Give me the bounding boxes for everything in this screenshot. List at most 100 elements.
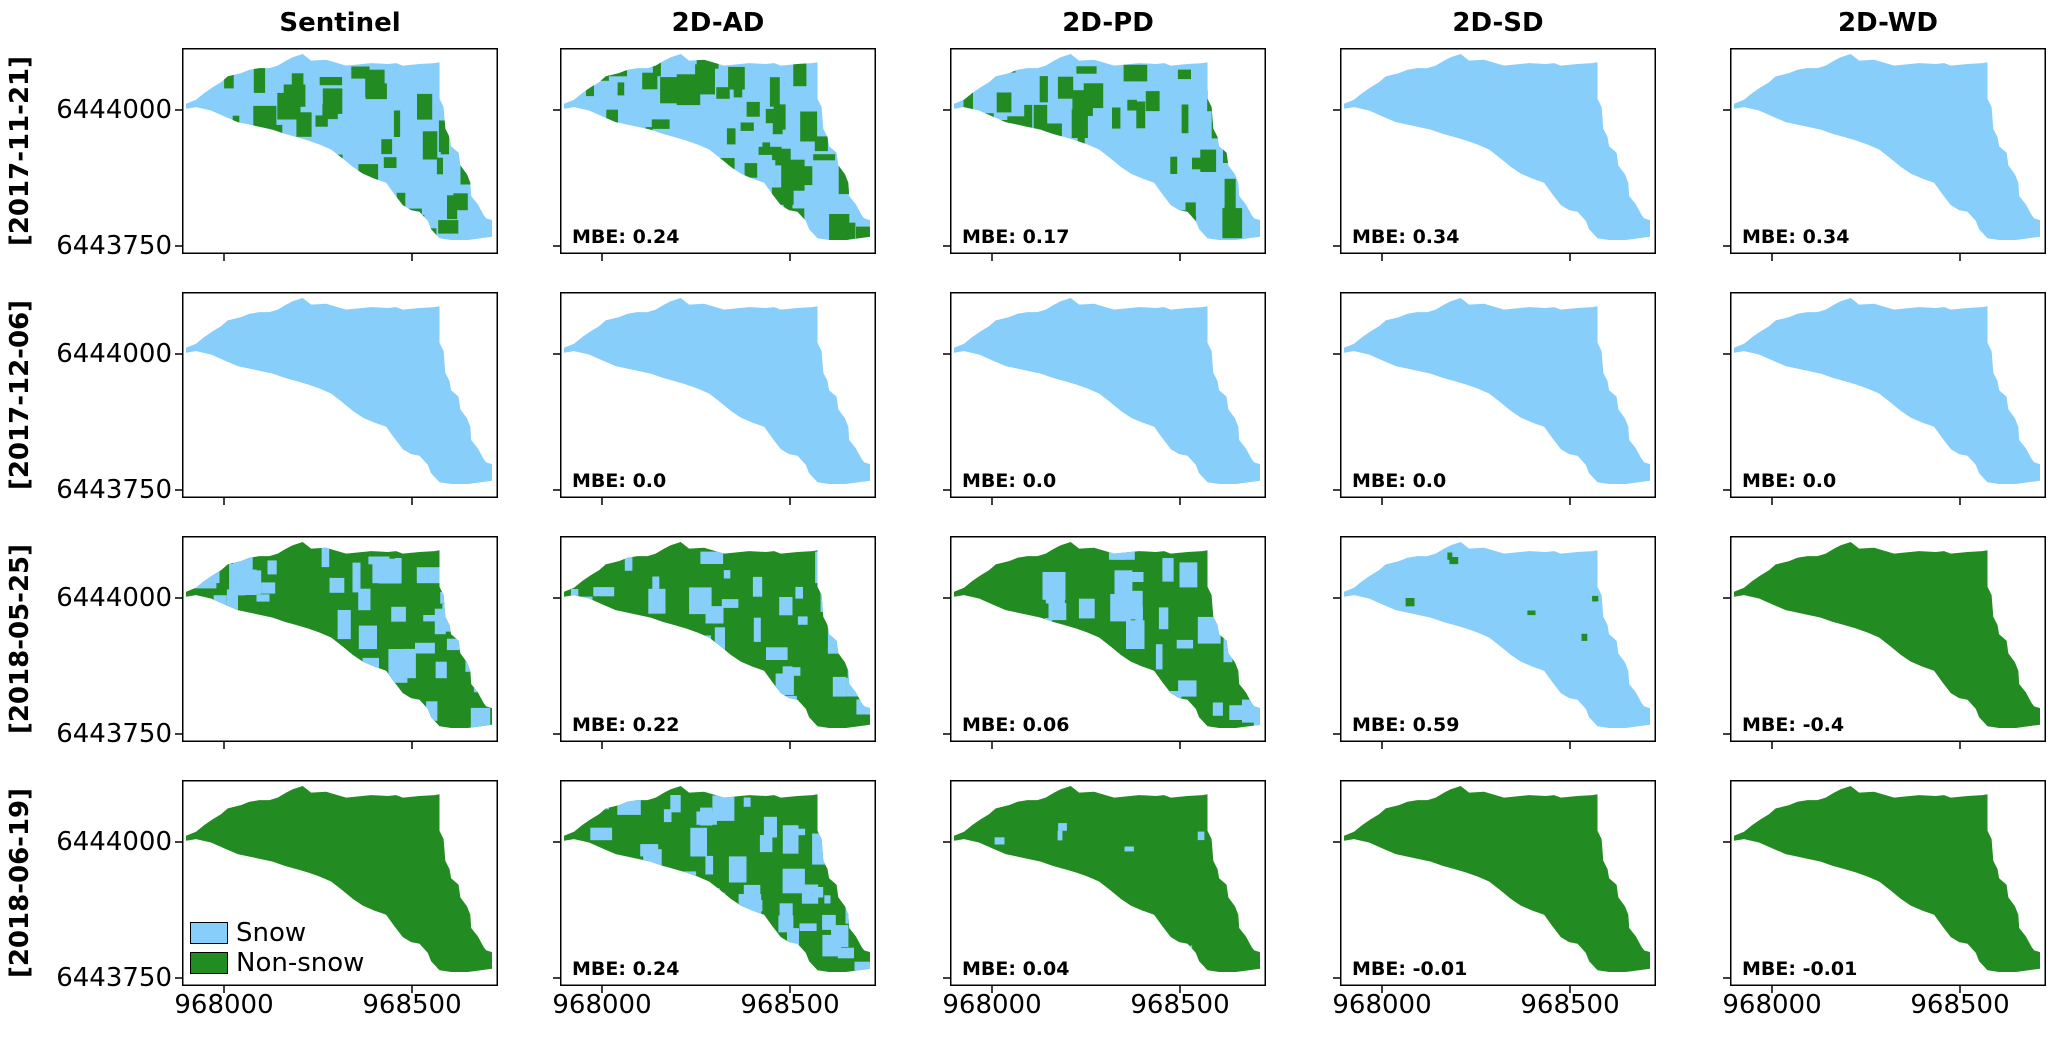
mbe-label: MBE: 0.34 xyxy=(1352,226,1460,248)
basin-area xyxy=(186,786,492,972)
legend-item: Non-snow xyxy=(190,948,364,978)
map-panel: MBE: 0.04 xyxy=(943,780,1266,993)
column-title: Sentinel xyxy=(279,8,401,38)
basin-area xyxy=(1734,54,2040,240)
basin-area xyxy=(186,298,492,484)
column-title: 2D-AD xyxy=(671,8,765,38)
panel-frame xyxy=(1730,292,2046,498)
panel-frame xyxy=(1730,536,2046,742)
legend-label: Snow xyxy=(236,918,307,948)
x-tick-label: 968500 xyxy=(740,990,840,1020)
map-panel: MBE: -0.01 xyxy=(1723,780,2046,993)
map-panel xyxy=(175,48,498,261)
y-tick-label: 6443750 xyxy=(56,719,172,749)
y-tick-label: 6443750 xyxy=(56,963,172,993)
panel-frame xyxy=(1730,48,2046,254)
map-panel-svg xyxy=(175,536,498,749)
mbe-label: MBE: 0.59 xyxy=(1352,714,1460,736)
panel-frame xyxy=(1340,780,1656,986)
row-date-label: [2018-05-25] xyxy=(2,536,38,742)
map-panel: MBE: 0.34 xyxy=(1723,48,2046,261)
panel-frame xyxy=(560,292,876,498)
map-panel-svg xyxy=(1723,292,2046,505)
mbe-label: MBE: 0.17 xyxy=(962,226,1070,248)
map-panel: MBE: 0.24 xyxy=(553,48,876,261)
map-panel-svg xyxy=(553,292,876,505)
map-panel: MBE: 0.34 xyxy=(1333,48,1656,261)
column-title: 2D-PD xyxy=(1062,8,1154,38)
x-tick-label: 968500 xyxy=(362,990,462,1020)
map-panel-svg xyxy=(1723,780,2046,993)
legend-swatch-snow xyxy=(190,922,228,944)
map-panel: MBE: 0.24 xyxy=(553,780,876,993)
map-panel-svg xyxy=(175,780,498,993)
mbe-label: MBE: 0.0 xyxy=(572,470,667,492)
map-panel: MBE: 0.59 xyxy=(1333,536,1656,749)
map-panel: MBE: -0.4 xyxy=(1723,536,2046,749)
row-date-text: [2018-05-25] xyxy=(5,543,36,735)
basin-area xyxy=(954,54,1260,240)
mbe-label: MBE: -0.01 xyxy=(1352,958,1468,980)
mbe-label: MBE: -0.01 xyxy=(1742,958,1858,980)
map-panel: MBE: 0.22 xyxy=(553,536,876,749)
map-panel-svg xyxy=(1723,48,2046,261)
panel-frame xyxy=(560,780,876,986)
map-panel-svg xyxy=(1333,292,1656,505)
panel-frame xyxy=(1340,292,1656,498)
map-panel-svg xyxy=(943,536,1266,749)
map-panel-svg xyxy=(175,48,498,261)
basin-area xyxy=(1344,298,1650,484)
row-date-label: [2017-12-06] xyxy=(2,292,38,498)
map-panel-svg xyxy=(1333,536,1656,749)
map-panel-svg xyxy=(943,48,1266,261)
map-panel: MBE: 0.0 xyxy=(1333,292,1656,505)
map-panel: MBE: -0.01 xyxy=(1333,780,1656,993)
column-title: 2D-WD xyxy=(1837,8,1939,38)
panel-frame xyxy=(182,48,498,254)
x-tick-label: 968500 xyxy=(1520,990,1620,1020)
mbe-label: MBE: 0.0 xyxy=(962,470,1057,492)
panel-frame xyxy=(182,780,498,986)
basin-area xyxy=(954,786,1260,972)
y-tick-label: 6444000 xyxy=(56,95,172,125)
map-panel: MBE: 0.06 xyxy=(943,536,1266,749)
mbe-label: MBE: 0.24 xyxy=(572,226,680,248)
map-panel xyxy=(175,780,498,993)
map-panel-svg xyxy=(943,780,1266,993)
y-tick-label: 6443750 xyxy=(56,475,172,505)
x-tick-label: 968500 xyxy=(1130,990,1230,1020)
map-panel: MBE: 0.17 xyxy=(943,48,1266,261)
mbe-label: MBE: 0.0 xyxy=(1742,470,1837,492)
row-date-label: [2017-11-21] xyxy=(2,48,38,254)
map-panel xyxy=(175,292,498,505)
mbe-label: MBE: 0.34 xyxy=(1742,226,1850,248)
map-panel xyxy=(175,536,498,749)
panel-frame xyxy=(1730,780,2046,986)
panel-frame xyxy=(950,536,1266,742)
basin-area xyxy=(954,298,1260,484)
mbe-label: MBE: 0.0 xyxy=(1352,470,1447,492)
panel-frame xyxy=(560,536,876,742)
legend-label: Non-snow xyxy=(236,948,365,978)
mbe-label: MBE: 0.06 xyxy=(962,714,1070,736)
panel-frame xyxy=(560,48,876,254)
panel-frame xyxy=(1340,536,1656,742)
map-panel: MBE: 0.0 xyxy=(1723,292,2046,505)
map-panel-svg xyxy=(553,536,876,749)
panel-frame xyxy=(182,292,498,498)
map-panel-svg xyxy=(1333,780,1656,993)
y-tick-label: 6444000 xyxy=(56,339,172,369)
mbe-label: MBE: 0.04 xyxy=(962,958,1070,980)
map-panel-svg xyxy=(1333,48,1656,261)
legend-item: Snow xyxy=(190,918,364,948)
map-panel-svg xyxy=(553,48,876,261)
map-panel-svg xyxy=(943,292,1266,505)
panel-frame xyxy=(1340,48,1656,254)
basin-area xyxy=(186,54,492,240)
basin-area xyxy=(1344,54,1650,240)
x-tick-label: 968000 xyxy=(942,990,1042,1020)
row-date-text: [2017-12-06] xyxy=(5,299,36,491)
panel-frame xyxy=(182,536,498,742)
mbe-label: MBE: 0.24 xyxy=(572,958,680,980)
legend-swatch-nonsnow xyxy=(190,952,228,974)
